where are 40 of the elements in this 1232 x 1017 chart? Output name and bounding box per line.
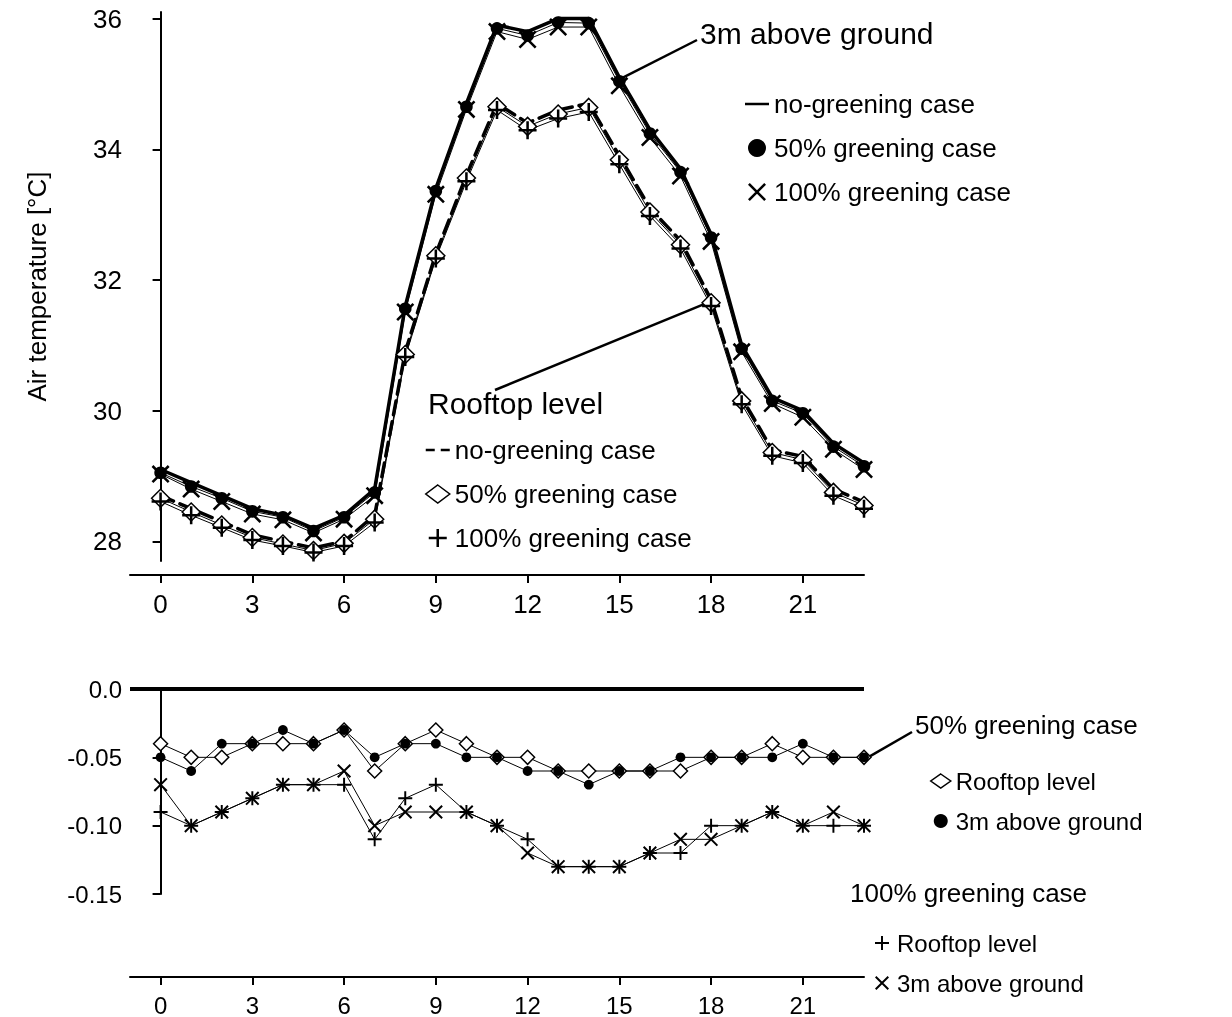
y-tick-label: 34 xyxy=(93,134,122,165)
x-tick-label: 6 xyxy=(337,991,351,1017)
x-tick-label: 9 xyxy=(428,589,444,619)
x-tick-label: 9 xyxy=(429,991,443,1017)
legend-label: 100% greening case xyxy=(774,177,1012,207)
legend-label: 50% greening case xyxy=(774,133,997,163)
y-tick-label: 30 xyxy=(93,395,122,426)
x-tick-label: 6 xyxy=(336,589,352,619)
y-tick-label: 28 xyxy=(93,526,122,557)
x-tick-label: 12 xyxy=(514,991,541,1017)
legend-label: 50% greening case xyxy=(454,479,678,509)
x-tick-label: 18 xyxy=(697,991,725,1017)
x-tick-label: 3 xyxy=(245,589,260,619)
legend-label: Rooftop level xyxy=(897,929,1038,957)
annotation: 3m above ground xyxy=(700,16,934,50)
y-tick-label: -0.05 xyxy=(67,743,122,771)
legend-label: 3m above ground xyxy=(955,807,1143,835)
legend-label: 3m above ground xyxy=(897,969,1084,997)
x-tick-label: 15 xyxy=(605,991,633,1017)
annotation: 100% greening case xyxy=(850,878,1088,908)
y-axis-title: Air temperature [°C] xyxy=(22,171,52,402)
legend-label: Rooftop level xyxy=(955,767,1096,795)
x-tick-label: 3 xyxy=(245,991,260,1017)
y-tick-label: -0.10 xyxy=(67,812,122,840)
annotation: Rooftop level xyxy=(428,386,604,420)
y-tick-label: -0.15 xyxy=(67,880,122,908)
x-tick-label: 0 xyxy=(153,991,168,1017)
y-tick-label: 0.0 xyxy=(88,675,122,703)
legend-label: no-greening case xyxy=(774,89,975,119)
x-tick-label: 12 xyxy=(513,589,543,619)
x-tick-label: 0 xyxy=(153,589,168,619)
x-tick-label: 18 xyxy=(696,589,726,619)
x-tick-label: 21 xyxy=(788,589,818,619)
y-tick-label: 36 xyxy=(93,3,122,34)
y-tick-label: 32 xyxy=(93,264,122,295)
legend-label: no-greening case xyxy=(454,435,656,465)
x-tick-label: 15 xyxy=(604,589,634,619)
x-tick-label: 21 xyxy=(789,991,817,1017)
annotation: 50% greening case xyxy=(915,710,1138,740)
legend-label: 100% greening case xyxy=(454,523,692,553)
